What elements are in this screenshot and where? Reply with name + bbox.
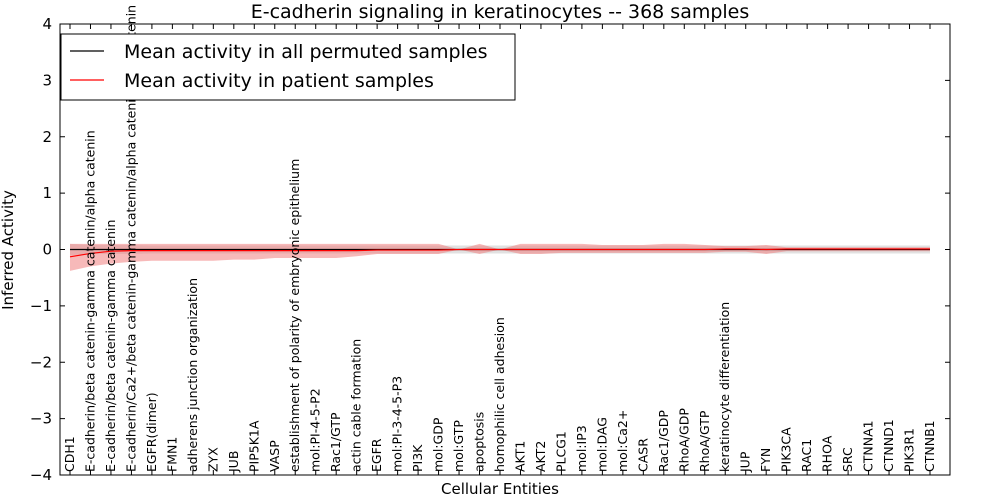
series-lines (69, 248, 930, 258)
y-tick-label: −3 (30, 410, 52, 428)
legend-label-permuted: Mean activity in all permuted samples (124, 41, 487, 63)
x-category-label: adherens junction organization (185, 278, 200, 472)
x-category-label: homophilic cell adhesion (492, 317, 507, 472)
x-category-label: SRC (840, 447, 855, 472)
x-category-label: JUB (226, 451, 241, 473)
x-category-label: FYN (758, 448, 773, 472)
y-tick-label: 3 (42, 71, 52, 89)
x-category-label: apoptosis (472, 412, 487, 472)
x-category-label: RhoA/GTP (697, 410, 712, 472)
x-category-label: RHOA (820, 435, 835, 472)
x-category-label: FMN1 (164, 437, 179, 472)
y-axis-label: Inferred Activity (0, 190, 17, 310)
x-category-label: mol:PI-4-5-P2 (308, 388, 323, 472)
x-category-label: CASR (635, 438, 650, 472)
line-series-1 (69, 248, 930, 258)
x-category-label: RAC1 (799, 439, 814, 472)
y-tick-label: 2 (42, 128, 52, 146)
x-category-label: keratinocyte differentiation (717, 302, 732, 472)
x-category-label: E-cadherin/beta catenin-gamma catenin (103, 220, 118, 472)
x-category-label: RhoA/GDP (676, 408, 691, 472)
x-category-label: mol:PI-3-4-5-P3 (390, 376, 405, 472)
y-tick-label: 4 (42, 15, 52, 33)
x-category-label: mol:GDP (431, 417, 446, 472)
category-labels: CDH1 E-cadherin/beta catenin-gamma cateni… (62, 5, 937, 473)
x-category-label: CTNNA1 (861, 420, 876, 472)
x-axis-label: Cellular Entities (441, 480, 559, 498)
x-category-label: AKT1 (512, 441, 527, 472)
x-category-label: JUP (738, 451, 753, 473)
y-tick-label: −4 (30, 466, 52, 484)
x-category-label: mol:IP3 (574, 425, 589, 472)
x-category-label: CDH1 (62, 436, 77, 472)
y-axis-ticks: −4 −3 −2 −1 0 1 2 3 4 (30, 15, 950, 484)
x-category-label: mol:GTP (451, 420, 466, 472)
x-category-label: PIK3R1 (902, 428, 917, 472)
x-category-label: PIP5K1A (246, 420, 261, 472)
legend-label-patient: Mean activity in patient samples (124, 70, 434, 92)
x-category-label: EGFR (369, 438, 384, 472)
x-category-label: Rac1/GTP (328, 412, 343, 472)
y-tick-label: −1 (30, 297, 52, 315)
x-category-label: Rac1/GDP (656, 410, 671, 472)
legend-box (60, 33, 516, 101)
x-category-label: mol:Ca2+ (615, 410, 630, 472)
x-category-label: E-cadherin/Ca2+/beta catenin-gamma caten… (123, 5, 138, 472)
x-category-label: actin cable formation (349, 339, 364, 472)
x-category-label: EGFR(dimer) (144, 392, 159, 472)
x-category-label: E-cadherin/beta catenin-gamma catenin/al… (82, 130, 97, 472)
x-category-label: ZYX (205, 447, 220, 472)
x-axis-ticks (69, 24, 931, 475)
legend: Mean activity in all permuted samples Me… (60, 33, 516, 101)
x-category-label: PLCG1 (553, 431, 568, 472)
x-category-label: VASP (267, 440, 282, 472)
x-category-label: CTNND1 (881, 419, 896, 472)
y-tick-label: −2 (30, 353, 52, 371)
y-tick-label: 1 (42, 184, 52, 202)
x-category-label: PI3K (410, 444, 425, 472)
y-tick-label: 0 (42, 241, 52, 259)
x-category-label: AKT2 (533, 441, 548, 472)
x-category-label: CTNNB1 (922, 420, 937, 472)
x-category-label: PIK3CA (779, 427, 794, 472)
x-category-label: mol:DAG (594, 417, 609, 472)
chart-title: E-cadherin signaling in keratinocytes --… (251, 1, 750, 23)
x-category-label: establishment of polarity of embryonic e… (287, 159, 302, 472)
